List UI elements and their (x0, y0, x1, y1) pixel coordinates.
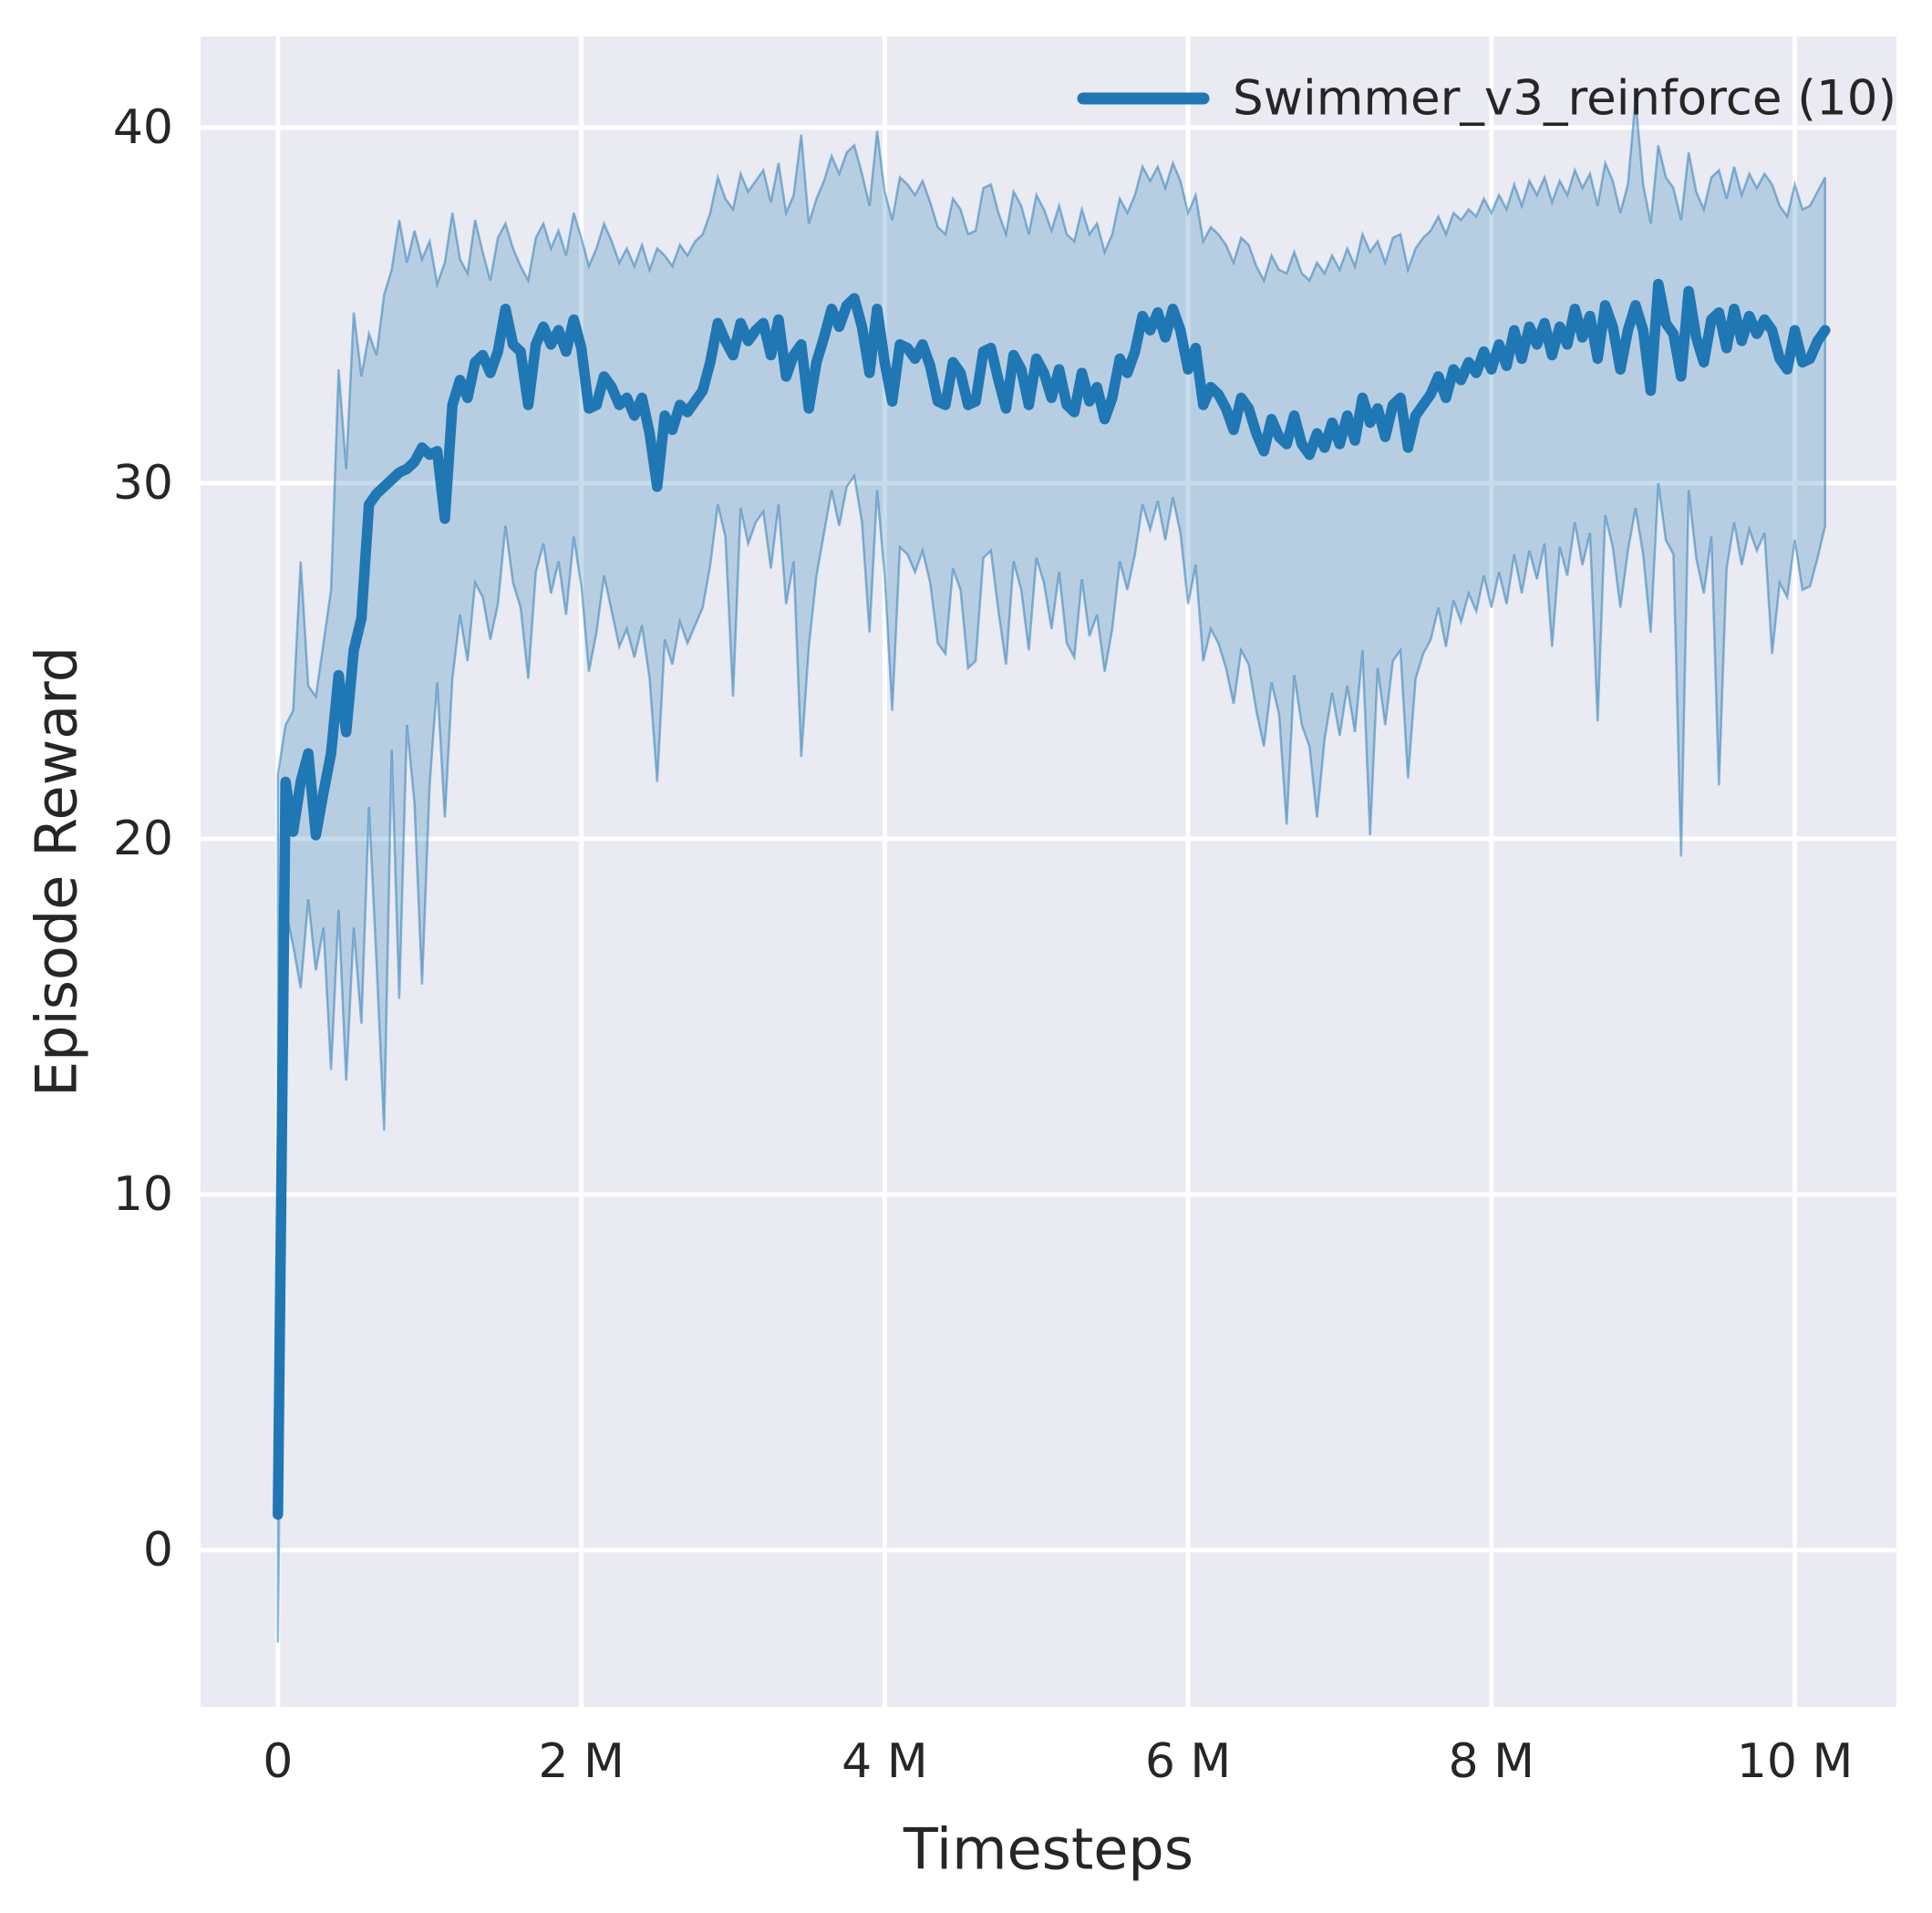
confidence-band (276, 98, 1827, 1643)
x-tick-label: 4 M (842, 1734, 927, 1789)
x-tick-label: 0 (263, 1734, 293, 1789)
y-tick-label: 0 (143, 1523, 173, 1577)
x-tick-label: 6 M (1145, 1734, 1231, 1789)
legend: Swimmer_v3_reinforce (10) (1077, 71, 1896, 127)
x-axis-label: Timesteps (903, 1816, 1193, 1883)
x-tick-label: 8 M (1449, 1734, 1534, 1789)
legend-label: Swimmer_v3_reinforce (10) (1233, 71, 1896, 127)
mean-line (273, 278, 1831, 1520)
y-tick-label: 20 (113, 812, 173, 866)
y-axis-tick-labels: 0 10 20 30 40 (113, 100, 173, 1577)
y-axis-label: Episode Reward (24, 646, 90, 1097)
x-tick-label: 10 M (1737, 1734, 1854, 1789)
x-axis-tick-labels: 0 2 M 4 M 6 M 8 M 10 M (263, 1734, 1853, 1789)
y-tick-label: 40 (113, 100, 173, 155)
y-tick-label: 10 (113, 1167, 173, 1222)
grid-lines (201, 36, 1896, 1707)
x-tick-label: 2 M (538, 1734, 624, 1789)
y-tick-label: 30 (113, 456, 173, 511)
